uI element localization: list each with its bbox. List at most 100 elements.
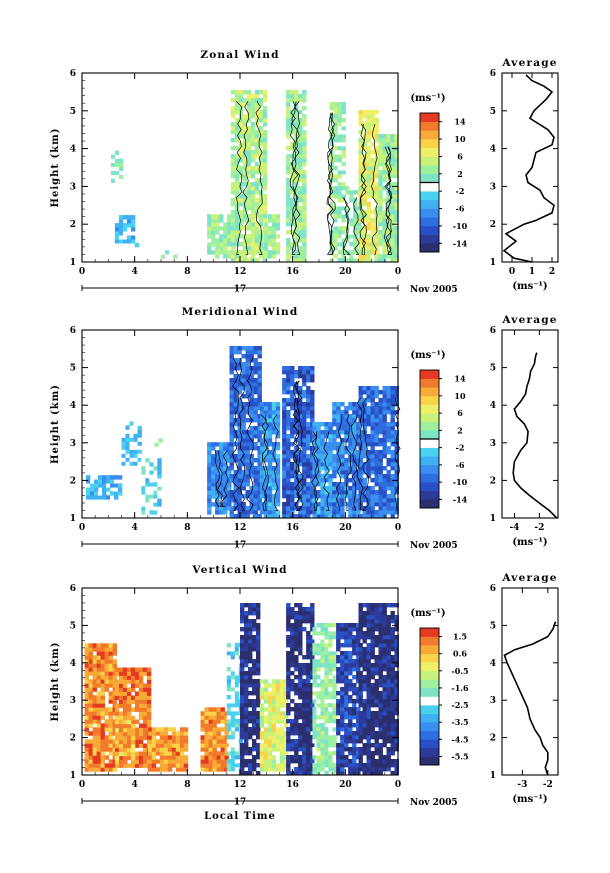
heatmap-cell [286,410,291,415]
heatmap-cell [290,110,295,115]
heatmap-cell [242,198,248,203]
heatmap-cell [257,502,262,507]
heatmap-cell [234,711,240,716]
heatmap-cell [245,350,250,355]
heatmap-cell [245,446,250,451]
heatmap-cell [118,675,124,680]
heatmap-cell [271,458,277,463]
heatmap-cell [298,615,303,620]
heatmap-cell [267,510,273,515]
heatmap-cell [263,482,269,487]
heatmap-cell [246,142,252,147]
heatmap-cell [294,462,299,467]
heatmap-cell [257,514,262,519]
heatmap-cell [100,759,105,764]
heatmap-cell [114,227,120,232]
heatmap-cell [294,198,299,203]
heatmap-cell [290,707,295,712]
heatmap-cell [298,138,303,143]
heatmap-cell [316,446,321,451]
heatmap-cell [142,711,148,716]
heatmap-cell [227,218,232,223]
heatmap-cell [275,470,281,475]
heatmap-cell [316,767,321,772]
heatmap-cell [356,731,361,736]
heatmap-cell [298,458,303,463]
heatmap-cell [320,639,325,644]
heatmap-cell [227,470,232,475]
heatmap-cell [119,150,124,155]
heatmap-cell [138,703,144,708]
heatmap-cell [234,771,240,776]
heatmap-cell [316,647,321,652]
heatmap-cell [88,707,93,712]
heatmap-cell [84,691,89,696]
heatmap-cell [249,470,254,475]
heatmap-cell [92,647,97,652]
heatmap-cell [352,635,357,640]
heatmap-cell [283,723,289,728]
heatmap-cell [208,751,213,756]
heatmap-cell [358,390,363,395]
heatmap-cells [84,603,399,776]
heatmap-cell [130,683,136,688]
heatmap-cell [374,194,379,199]
heatmap-cell [215,214,220,219]
heatmap-cell [219,246,224,251]
heatmap-cell [294,603,299,608]
heatmap-cell [337,194,342,199]
heatmap-cell [106,479,111,484]
heatmap-cell [96,755,101,760]
heatmap-cell [302,418,307,423]
heatmap-cell [316,667,321,672]
heatmap-cell [290,378,295,383]
heatmap-cell [244,603,249,608]
heatmap-cell [290,723,295,728]
heatmap-cell [134,695,140,700]
heatmap-cell [312,454,317,459]
heatmap-cell [244,683,249,688]
heatmap-cell [200,759,205,764]
heatmap-cell [267,450,273,455]
heatmap-cell [370,414,375,419]
heatmap-cell [246,198,252,203]
heatmap-cell [267,767,273,772]
heatmap-cell [267,731,273,736]
heatmap-cell [332,446,337,451]
profile-unit: (ms⁻¹) [512,537,547,548]
heatmap-cell [238,118,244,123]
heatmap-cell [302,478,307,483]
heatmap-cell [234,683,240,688]
heatmap-cell [298,370,303,375]
heatmap-cell [229,450,234,455]
heatmap-cell [215,250,220,255]
heatmap-cell [238,134,244,139]
heatmap-cell [249,418,254,423]
heatmap-cell [298,486,303,491]
heatmap-cell [204,767,209,772]
heatmap-cell [344,755,349,760]
heatmap-cell [312,631,317,636]
colorbar-tick-label: -2 [456,443,465,453]
heatmap-cell [248,679,253,684]
heatmap-cell [312,727,317,732]
heatmap-cell [362,482,367,487]
heatmap-cell [96,723,101,728]
heatmap-cell [256,755,261,760]
heatmap-cell [382,410,387,415]
heatmap-cell [320,699,325,704]
heatmap-cell [129,441,134,446]
heatmap-cell [153,502,158,507]
heatmap-cell [112,751,117,756]
heatmap-cell [324,671,329,676]
heatmap-cell [348,430,353,435]
heatmap-cell [370,190,375,195]
profile-y-tick-label: 2 [490,476,496,486]
heatmap-cell [125,437,130,442]
heatmap-cell [302,663,307,668]
heatmap-cell [382,186,387,191]
heatmap-cell [310,446,315,451]
heatmap-cell [215,478,220,483]
heatmap-cell [366,667,371,672]
heatmap-cell [358,230,363,235]
